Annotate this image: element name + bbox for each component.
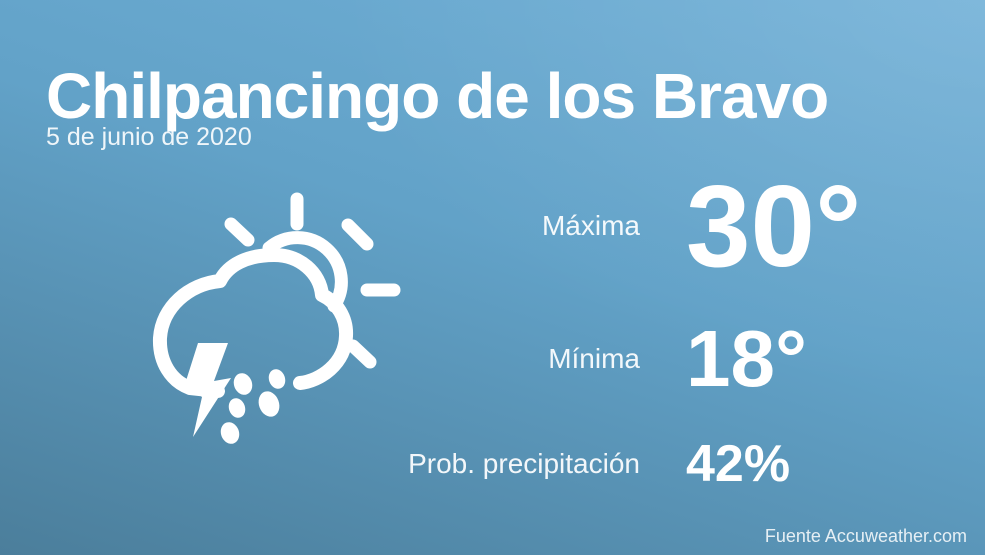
cloud-icon — [152, 248, 354, 398]
precipitation-label: Prob. precipitación — [408, 448, 640, 479]
min-temp-label: Mínima — [548, 343, 640, 374]
sun-rays-icon — [224, 192, 401, 369]
raindrops-icon — [220, 369, 286, 444]
forecast-date: 5 de junio de 2020 — [46, 123, 252, 151]
precipitation-value: 42% — [686, 435, 791, 493]
max-temp-row: Máxima 30° — [0, 161, 985, 291]
max-temp-value: 30° — [686, 161, 862, 291]
weather-icon-wrap — [148, 185, 404, 450]
lightning-icon — [185, 343, 231, 437]
page-title: Chilpancingo de los Bravo — [46, 60, 829, 132]
storm-sun-rain-icon — [152, 192, 401, 444]
source-attribution: Fuente Accuweather.com — [764, 526, 967, 546]
sun-icon — [262, 231, 348, 313]
min-temp-row: Mínima 18° — [0, 309, 985, 409]
precipitation-row: Prob. precipitación 42% — [0, 414, 985, 514]
max-temp-label: Máxima — [541, 210, 640, 241]
min-temp-value: 18° — [686, 314, 807, 403]
